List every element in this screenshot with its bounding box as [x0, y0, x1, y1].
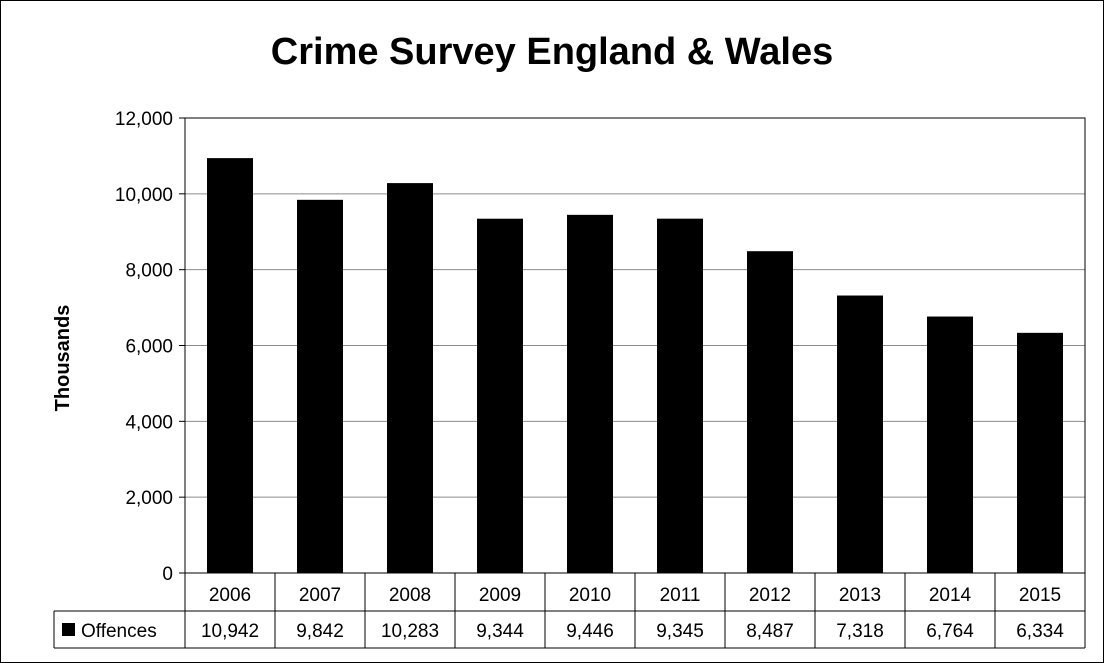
y-tick-label: 12,000: [115, 109, 173, 130]
x-tick-label: 2011: [660, 585, 701, 606]
y-tick-label: 2,000: [125, 488, 173, 509]
data-label: 9,446: [566, 621, 614, 642]
data-table: 2006 10,942 2007 9,842 2008 10,283 2009 9,344 20…: [53, 573, 1086, 649]
axes: 0 2,000 4,000 6,000 8,000 10,000 12,000: [115, 109, 1086, 585]
data-label: 6,334: [1016, 621, 1064, 642]
x-tick-label: 2015: [1019, 585, 1061, 606]
bar: [1017, 332, 1063, 573]
y-tick-label: 4,000: [125, 412, 173, 433]
data-label: 6,764: [926, 621, 974, 642]
chart-title: Crime Survey England & Wales: [270, 31, 834, 73]
x-tick-label: 2012: [749, 585, 791, 606]
data-label: 8,487: [746, 621, 794, 642]
x-tick-label: 2014: [929, 585, 972, 606]
x-tick-label: 2013: [839, 585, 881, 606]
bar: [837, 295, 883, 573]
y-tick-label: 8,000: [125, 261, 173, 282]
data-label: 10,942: [201, 621, 259, 642]
bar: [927, 316, 973, 573]
bar: [657, 218, 703, 573]
bar: [297, 199, 343, 574]
x-tick-label: 2010: [569, 585, 611, 606]
data-label: 10,283: [381, 621, 439, 642]
x-tick-label: 2007: [299, 585, 341, 606]
legend-label: Offences: [81, 621, 157, 642]
bar: [747, 251, 793, 574]
bar: [207, 158, 253, 573]
legend-swatch: [62, 623, 75, 636]
y-tick-label: 10,000: [115, 185, 173, 206]
data-label: 9,842: [296, 621, 344, 642]
y-tick-label: 0: [162, 564, 173, 585]
bar: [567, 214, 613, 573]
x-tick-label: 2009: [479, 585, 521, 606]
x-tick-label: 2006: [209, 585, 251, 606]
data-label: 9,344: [476, 621, 524, 642]
data-label: 9,345: [656, 621, 704, 642]
bar: [477, 218, 523, 573]
y-axis-label: Thousands: [52, 305, 74, 412]
data-label: 7,318: [836, 621, 884, 642]
x-tick-label: 2008: [389, 585, 431, 606]
y-tick-label: 6,000: [125, 337, 173, 358]
bars: [207, 158, 1063, 574]
bar: [387, 183, 433, 574]
